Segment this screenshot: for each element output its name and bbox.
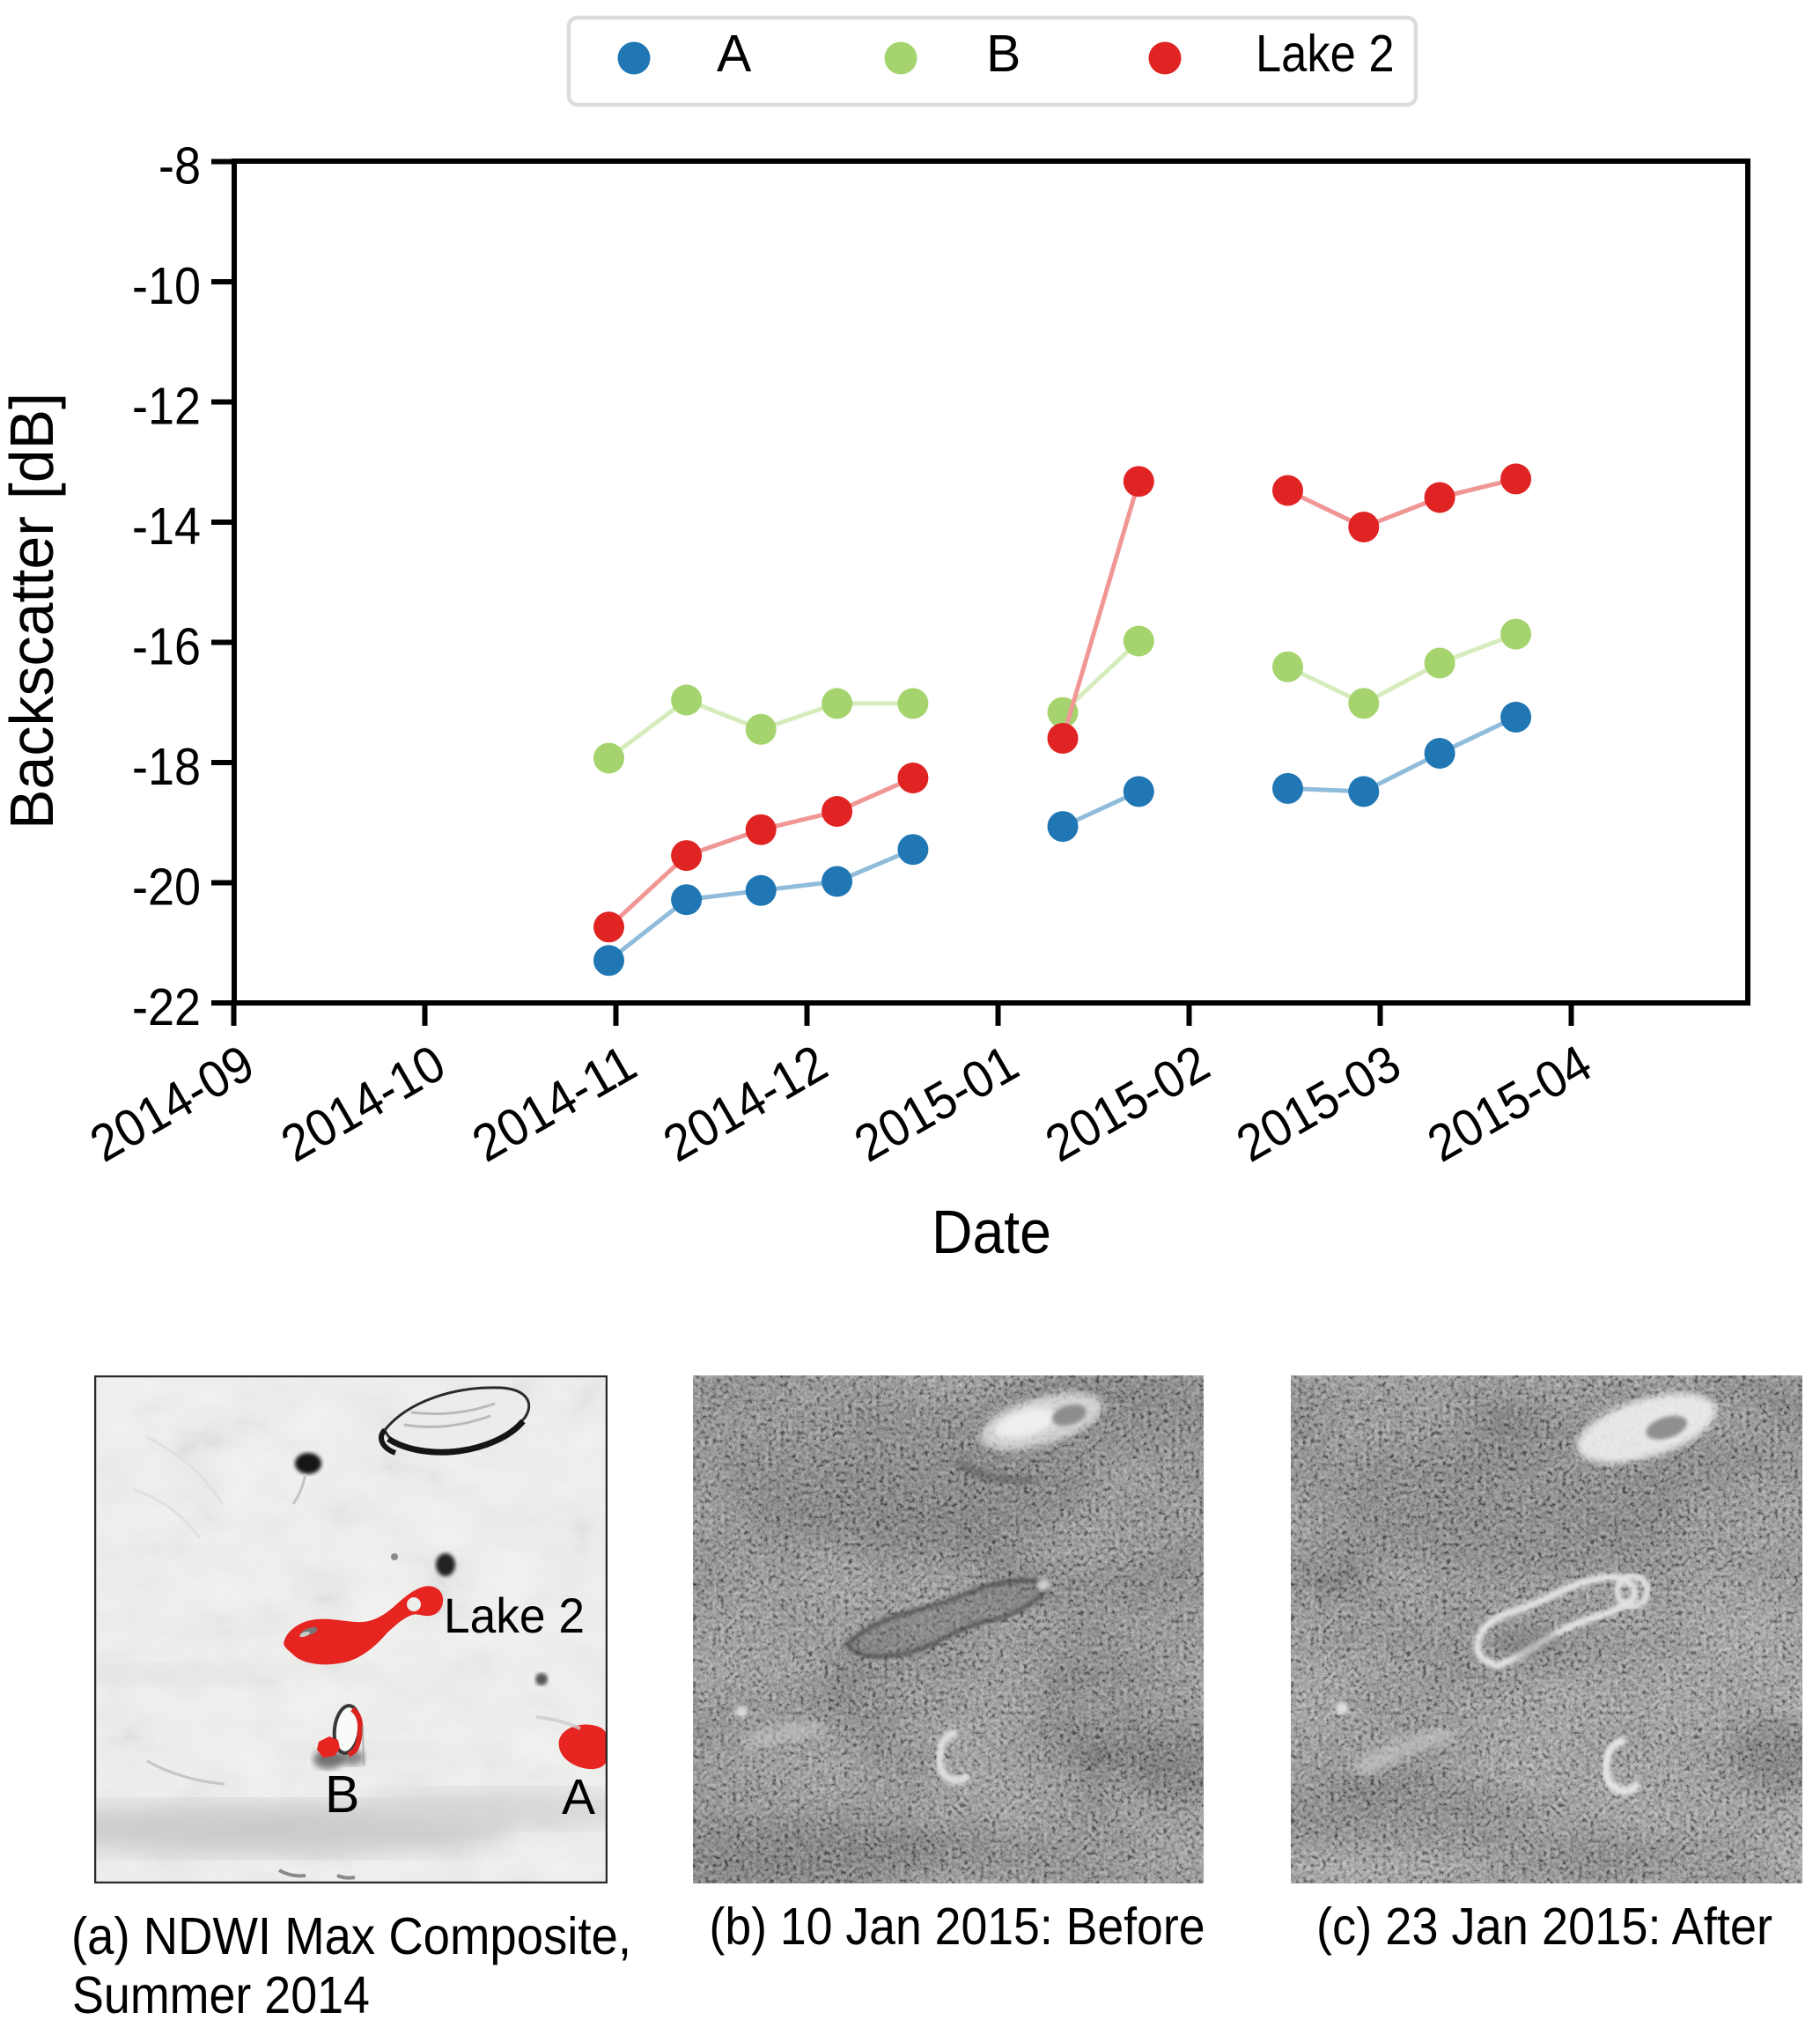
svg-text:B: B bbox=[986, 25, 1021, 83]
svg-text:-18: -18 bbox=[132, 738, 201, 796]
svg-text:A: A bbox=[562, 1769, 595, 1825]
svg-text:(b) 10 Jan 2015: Before: (b) 10 Jan 2015: Before bbox=[710, 1898, 1205, 1956]
svg-text:Summer 2014: Summer 2014 bbox=[72, 1966, 370, 2024]
svg-text:-10: -10 bbox=[132, 257, 201, 315]
svg-text:-16: -16 bbox=[132, 618, 201, 676]
svg-text:(c) 23 Jan 2015: After: (c) 23 Jan 2015: After bbox=[1316, 1898, 1772, 1956]
svg-text:Lake 2: Lake 2 bbox=[1256, 25, 1395, 83]
svg-text:Backscatter [dB]: Backscatter [dB] bbox=[0, 393, 66, 829]
svg-text:A: A bbox=[717, 25, 752, 83]
svg-text:Lake 2: Lake 2 bbox=[444, 1588, 585, 1643]
svg-text:-22: -22 bbox=[132, 978, 201, 1036]
svg-text:-14: -14 bbox=[132, 498, 201, 556]
svg-text:-12: -12 bbox=[132, 378, 201, 436]
svg-text:B: B bbox=[325, 1765, 359, 1824]
svg-text:Date: Date bbox=[932, 1198, 1051, 1266]
svg-text:(a) NDWI Max Composite,: (a) NDWI Max Composite, bbox=[71, 1907, 631, 1965]
svg-text:-8: -8 bbox=[158, 137, 201, 195]
svg-text:-20: -20 bbox=[132, 859, 201, 917]
